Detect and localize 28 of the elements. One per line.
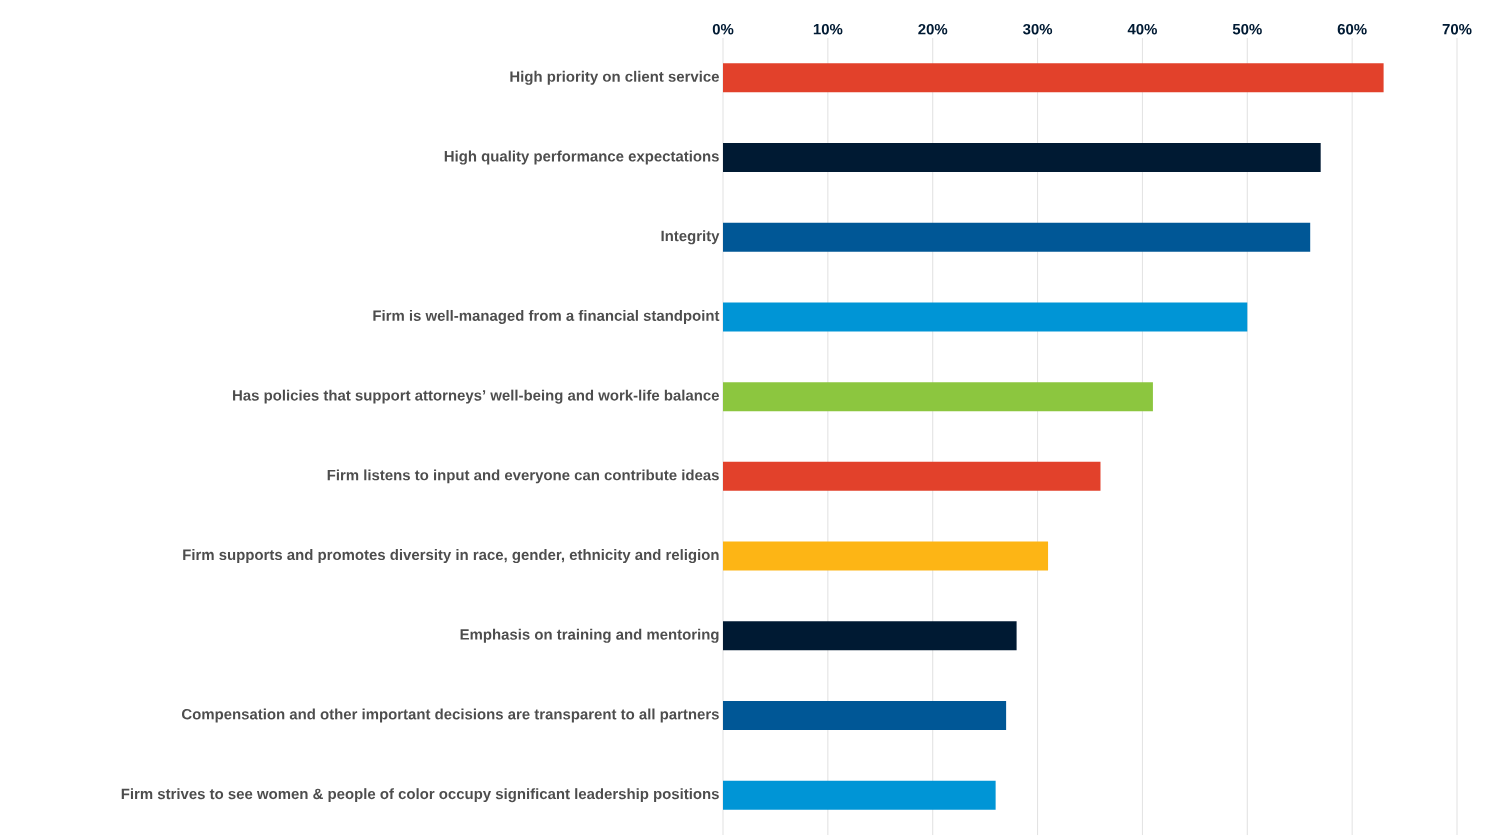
bar [723, 302, 1248, 332]
x-tick-label: 30% [1022, 23, 1053, 35]
y-tick-label: High priority on client service [510, 70, 719, 85]
bar [723, 222, 1311, 252]
bar [723, 143, 1321, 173]
y-tick-label: Integrity [661, 230, 720, 245]
y-tick-label: Emphasis on training and mentoring [460, 628, 719, 643]
x-tick-label: 10% [813, 23, 843, 35]
x-tick-label: 0% [712, 23, 734, 35]
x-tick-label: 70% [1442, 23, 1472, 35]
y-tick-label: Firm listens to input and everyone can contribute ideas [327, 469, 719, 484]
y-tick-label: Has policies that support attorneys’ well-being and work-life balance [233, 389, 719, 404]
bar [723, 541, 1049, 571]
bar [723, 700, 1007, 730]
x-tick-label: 20% [918, 23, 948, 35]
y-tick-label: Firm strives to see women & people of color occupy significant leadership positions [121, 788, 719, 803]
bar [723, 621, 1017, 651]
x-tick-label: 60% [1337, 23, 1367, 35]
y-tick-label: High quality performance expectations [444, 150, 719, 165]
bar [723, 461, 1101, 491]
y-tick-label: Firm supports and promotes diversity in race, gender, ethnicity and religion [183, 549, 719, 564]
bar [723, 63, 1384, 93]
y-tick-label: Firm is well-managed from a financial standpoint [373, 309, 720, 324]
bar [723, 382, 1153, 412]
x-tick-label: 40% [1127, 23, 1157, 35]
x-tick-label: 50% [1232, 23, 1262, 35]
bar [723, 780, 996, 810]
y-tick-label: Compensation and other important decisions are transparent to all partners [182, 708, 719, 723]
